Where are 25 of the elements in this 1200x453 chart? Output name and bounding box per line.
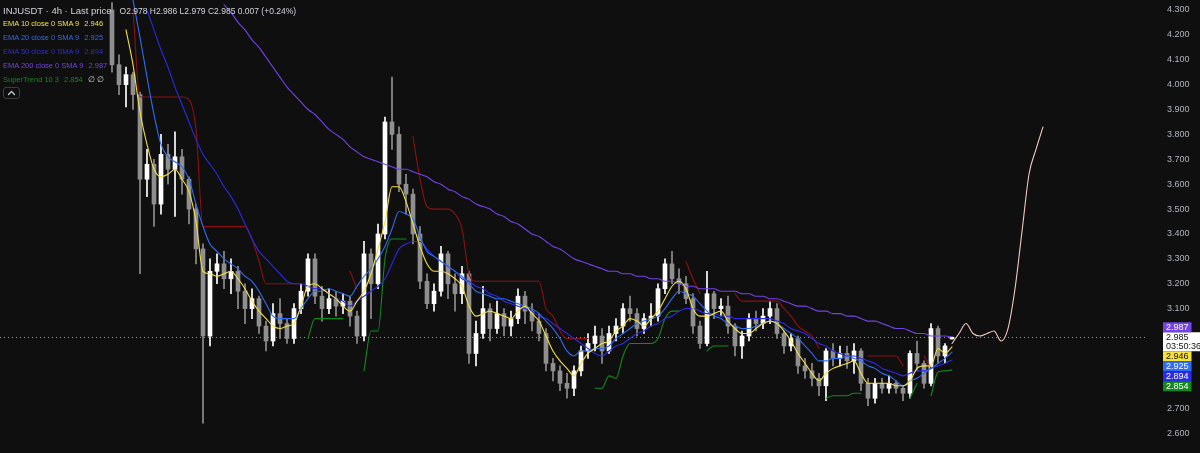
y-tick-label: 3.700 xyxy=(1167,153,1190,164)
y-tick-label: 4.100 xyxy=(1167,54,1190,65)
text: 03:50:36 xyxy=(1166,341,1200,352)
text: 2.946 xyxy=(1166,351,1189,362)
y-tick-label: 3.900 xyxy=(1167,104,1190,114)
y-tick-label: 2.700 xyxy=(1167,402,1190,413)
y-tick-label: 2.600 xyxy=(1167,427,1190,438)
y-tick-label: 3.300 xyxy=(1167,253,1190,264)
text: 2.987 xyxy=(1166,322,1189,333)
candlestick xyxy=(564,373,570,399)
text: 2.894 xyxy=(1166,371,1189,382)
y-tick-label: 3.600 xyxy=(1167,178,1190,189)
y-tick-label: 3.800 xyxy=(1167,128,1190,139)
y-tick-label: 3.500 xyxy=(1167,203,1190,214)
y-tick-label: 3.200 xyxy=(1167,278,1190,289)
y-tick-label: 4.200 xyxy=(1167,29,1190,40)
text: INJUSDT · 4h · Last price xyxy=(3,5,112,16)
y-tick-label: 3.400 xyxy=(1167,228,1190,239)
line-series xyxy=(951,126,1044,345)
ref-line-label: 2.985 xyxy=(1166,332,1189,343)
text: 2.925 xyxy=(1166,361,1189,372)
y-tick-label: 4.000 xyxy=(1167,79,1190,90)
y-tick-label: 3.100 xyxy=(1167,303,1190,314)
y-tick-label: 4.300 xyxy=(1167,4,1190,15)
text: 2.854 xyxy=(1166,381,1189,392)
